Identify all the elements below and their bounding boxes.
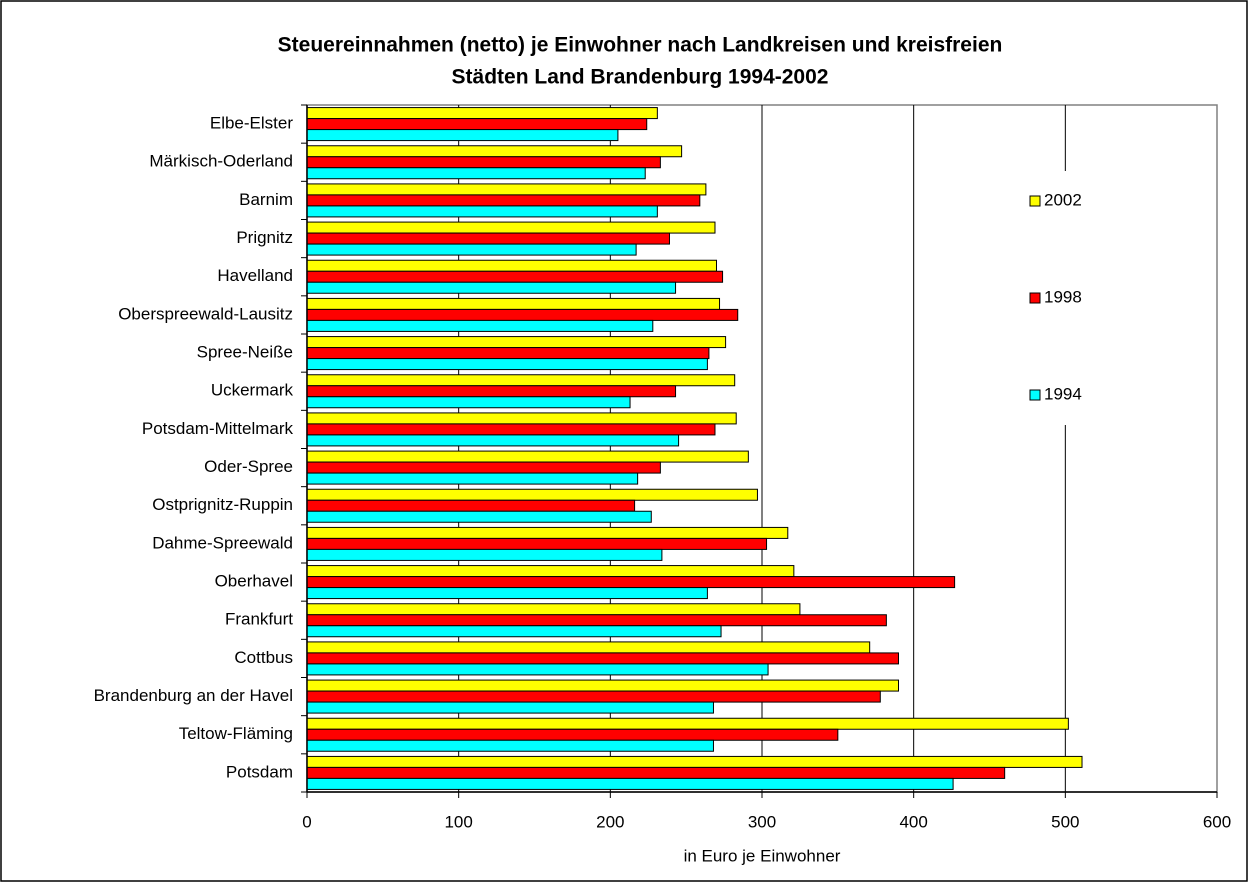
bar	[306, 526, 789, 539]
bar	[306, 701, 714, 714]
bar	[306, 472, 639, 485]
legend-swatch	[1029, 389, 1041, 401]
bar	[306, 385, 677, 398]
bar	[306, 107, 658, 120]
bar	[306, 739, 714, 752]
y-tick-label: Frankfurt	[225, 610, 293, 629]
bar	[306, 347, 710, 360]
bar	[306, 450, 749, 463]
bar	[306, 625, 722, 638]
bar	[306, 167, 646, 180]
x-tick-label: 600	[1203, 812, 1231, 831]
bar	[306, 205, 658, 218]
y-tick-label: Ostprignitz-Ruppin	[152, 495, 293, 514]
x-tick-label: 0	[302, 812, 311, 831]
bar	[306, 129, 619, 142]
y-tick-label: Havelland	[217, 266, 293, 285]
y-tick-label: Uckermark	[211, 381, 294, 400]
chart-subtitle: Städten Land Brandenburg 1994-2002	[452, 66, 829, 89]
y-tick-label: Prignitz	[236, 228, 293, 247]
bar	[306, 297, 721, 310]
bar	[306, 319, 654, 332]
bar	[306, 145, 683, 158]
x-axis-label: in Euro je Einwohner	[684, 846, 841, 865]
y-tick-label: Brandenburg an der Havel	[94, 686, 293, 705]
bar	[306, 374, 736, 387]
y-tick-label: Oberhavel	[215, 572, 293, 591]
bar	[306, 499, 636, 512]
bar	[306, 603, 801, 616]
bar	[306, 194, 701, 207]
y-tick-label: Oberspreewald-Lausitz	[118, 304, 293, 323]
bar	[306, 461, 661, 474]
bar	[306, 728, 839, 741]
y-tick-label: Potsdam-Mittelmark	[142, 419, 294, 438]
bar	[306, 690, 881, 703]
bar	[306, 259, 717, 272]
bar	[306, 777, 954, 790]
y-tick-label: Potsdam	[226, 762, 293, 781]
legend-label: 1994	[1044, 384, 1082, 403]
bar	[306, 537, 768, 550]
bar	[306, 663, 769, 676]
bar	[306, 412, 737, 425]
bar	[306, 232, 670, 245]
bar	[306, 270, 724, 283]
bar	[306, 336, 727, 349]
bar	[306, 488, 758, 501]
bar	[306, 434, 680, 447]
y-tick-label: Teltow-Fläming	[179, 724, 293, 743]
y-tick-label: Märkisch-Oderland	[149, 152, 293, 171]
legend-label: 2002	[1044, 190, 1082, 209]
x-tick-label: 200	[596, 812, 624, 831]
bar	[306, 281, 677, 294]
bar	[306, 679, 899, 692]
bar	[306, 717, 1069, 730]
x-tick-label: 400	[899, 812, 927, 831]
x-tick-label: 500	[1051, 812, 1079, 831]
legend-label: 1998	[1044, 287, 1082, 306]
bar	[306, 510, 652, 523]
y-tick-label: Dahme-Spreewald	[152, 533, 293, 552]
legend-swatch	[1029, 195, 1041, 207]
bar	[306, 652, 899, 665]
y-tick-label: Spree-Neiße	[197, 343, 293, 362]
bar	[306, 396, 631, 409]
y-tick-label: Oder-Spree	[204, 457, 293, 476]
chart-title: Steuereinnahmen (netto) je Einwohner nac…	[278, 34, 1003, 57]
bar	[306, 614, 887, 627]
bar	[306, 156, 661, 169]
legend-swatch	[1029, 292, 1041, 304]
bar	[306, 755, 1083, 768]
bar	[306, 548, 663, 561]
y-tick-label: Elbe-Elster	[210, 114, 293, 133]
bar	[306, 565, 795, 578]
bar	[306, 183, 707, 196]
x-tick-label: 300	[748, 812, 776, 831]
x-tick-label: 100	[444, 812, 472, 831]
y-tick-label: Barnim	[239, 190, 293, 209]
bar	[306, 576, 956, 589]
bar	[306, 766, 1006, 779]
bar	[306, 221, 716, 234]
bar	[306, 423, 716, 436]
bar	[306, 308, 739, 321]
y-tick-label: Cottbus	[234, 648, 293, 667]
bar	[306, 358, 708, 371]
bar	[306, 587, 708, 600]
bar	[306, 641, 871, 654]
bar	[306, 243, 637, 256]
bar	[306, 118, 648, 131]
